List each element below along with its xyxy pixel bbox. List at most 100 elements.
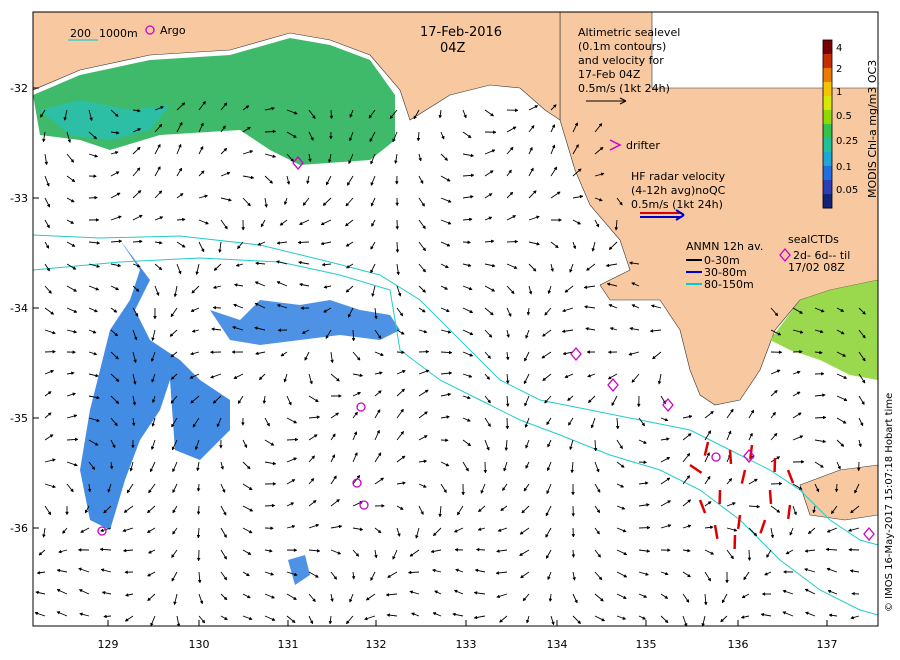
velocity-arrowhead <box>776 369 781 374</box>
velocity-arrowhead <box>733 528 738 532</box>
velocity-arrowhead <box>158 123 163 128</box>
hf-radar-note: HF radar velocity (4-12h avg)noQC 0.5m/s… <box>631 170 726 221</box>
land-south-australia <box>33 12 878 406</box>
velocity-arrowhead <box>269 180 273 184</box>
velocity-arrowhead <box>710 525 714 530</box>
velocity-arrowhead <box>530 167 534 172</box>
velocity-arrowhead <box>189 375 194 379</box>
velocity-arrowhead <box>572 577 576 581</box>
velocity-arrowhead <box>299 282 303 287</box>
velocity-arrowhead <box>115 286 120 291</box>
velocity-arrowhead <box>599 146 604 151</box>
velocity-arrowhead <box>196 467 200 472</box>
velocity-arrowhead <box>546 421 550 426</box>
velocity-arrowhead <box>606 282 611 287</box>
velocity-arrowhead <box>56 568 61 573</box>
lat-tick-label: -35 <box>10 412 28 425</box>
velocity-arrowhead <box>503 467 507 472</box>
velocity-arrowhead <box>454 547 459 552</box>
velocity-arrowhead <box>683 622 688 626</box>
lon-tick-label: 135 <box>636 638 657 651</box>
velocity-arrowhead <box>288 401 292 406</box>
chl-patch-west-blue <box>80 240 230 530</box>
velocity-arrowhead <box>70 371 75 376</box>
velocity-arrowhead <box>524 402 528 407</box>
velocity-arrowhead <box>577 221 581 225</box>
velocity-arrowhead <box>377 335 382 339</box>
velocity-arrowhead <box>430 549 435 554</box>
velocity-arrowhead <box>856 467 861 472</box>
velocity-arrowhead <box>598 576 603 581</box>
velocity-arrowhead <box>470 153 475 158</box>
velocity-arrowhead <box>359 527 364 532</box>
velocity-arrowhead <box>276 281 281 285</box>
velocity-arrowhead <box>687 548 691 553</box>
lon-tick-label: 131 <box>278 638 299 651</box>
velocity-arrowhead <box>571 534 576 538</box>
velocity-arrowhead <box>209 350 214 355</box>
velocity-arrowhead <box>534 105 539 109</box>
hf-radar-line-3: 0.5m/s (1kt 24h) <box>631 198 723 211</box>
velocity-arrowhead <box>107 488 111 493</box>
velocity-arrowhead <box>254 281 259 285</box>
velocity-arrowhead <box>577 168 582 173</box>
lon-tick-label: 130 <box>189 638 210 651</box>
velocity-arrowhead <box>467 240 471 245</box>
velocity-arrowhead <box>52 349 56 354</box>
velocity-arrowhead <box>799 435 804 439</box>
velocity-arrowhead <box>799 330 804 334</box>
hf-radar-vector <box>740 469 747 484</box>
velocity-arrowhead <box>642 616 647 620</box>
velocity-arrowhead <box>370 577 374 581</box>
velocity-arrowhead <box>499 618 503 623</box>
velocity-arrowhead <box>443 489 447 494</box>
velocity-arrowhead <box>487 399 491 404</box>
velocity-arrowhead <box>71 243 76 247</box>
velocity-arrowhead <box>219 445 223 449</box>
velocity-arrowhead <box>371 222 375 227</box>
velocity-arrowhead <box>529 146 533 151</box>
velocity-arrowhead <box>432 612 437 616</box>
velocity-arrowhead <box>345 288 350 293</box>
velocity-arrowhead <box>191 329 196 333</box>
velocity-arrowhead <box>623 574 628 578</box>
velocity-arrowhead <box>804 549 809 553</box>
velocity-arrowhead <box>487 423 491 427</box>
imos-credit: © IMOS 16-May-2017 15:07:18 Hobart time <box>884 393 895 612</box>
velocity-arrowhead <box>70 158 75 163</box>
velocity-arrowhead <box>851 591 855 596</box>
velocity-arrowhead <box>172 468 176 473</box>
velocity-arrowhead <box>72 392 77 397</box>
velocity-arrowhead <box>364 616 368 621</box>
velocity-arrowhead <box>444 157 448 161</box>
velocity-arrowhead <box>707 577 711 582</box>
velocity-arrowhead <box>246 465 251 470</box>
colorbar-segment <box>823 138 832 153</box>
velocity-arrowhead <box>95 373 99 378</box>
velocity-arrowhead <box>293 457 298 461</box>
velocity-arrowhead <box>502 487 506 491</box>
velocity-arrowhead <box>796 391 801 396</box>
lon-tick-label: 137 <box>817 638 838 651</box>
colorbar-segment <box>823 166 832 181</box>
velocity-arrowhead <box>111 444 116 449</box>
velocity-arrowhead <box>842 353 847 357</box>
velocity-arrowhead <box>320 241 325 246</box>
velocity-arrowhead <box>522 597 527 602</box>
velocity-arrowhead <box>491 263 496 268</box>
velocity-arrowhead <box>453 589 458 594</box>
velocity-arrowhead <box>376 409 381 414</box>
anmn-legend-0-30: 0-30m <box>704 254 740 267</box>
velocity-arrowhead <box>614 227 619 231</box>
velocity-arrowhead <box>116 130 120 135</box>
velocity-arrowhead <box>176 623 181 626</box>
velocity-arrowhead <box>345 222 349 227</box>
velocity-arrowhead <box>99 547 104 552</box>
velocity-arrowhead <box>325 335 330 339</box>
velocity-arrowhead <box>422 484 427 488</box>
velocity-arrowhead <box>157 143 161 148</box>
argo-legend-icon <box>145 25 155 35</box>
velocity-arrowhead <box>548 598 553 603</box>
velocity-arrowhead <box>596 509 601 514</box>
velocity-arrowhead <box>171 577 175 582</box>
